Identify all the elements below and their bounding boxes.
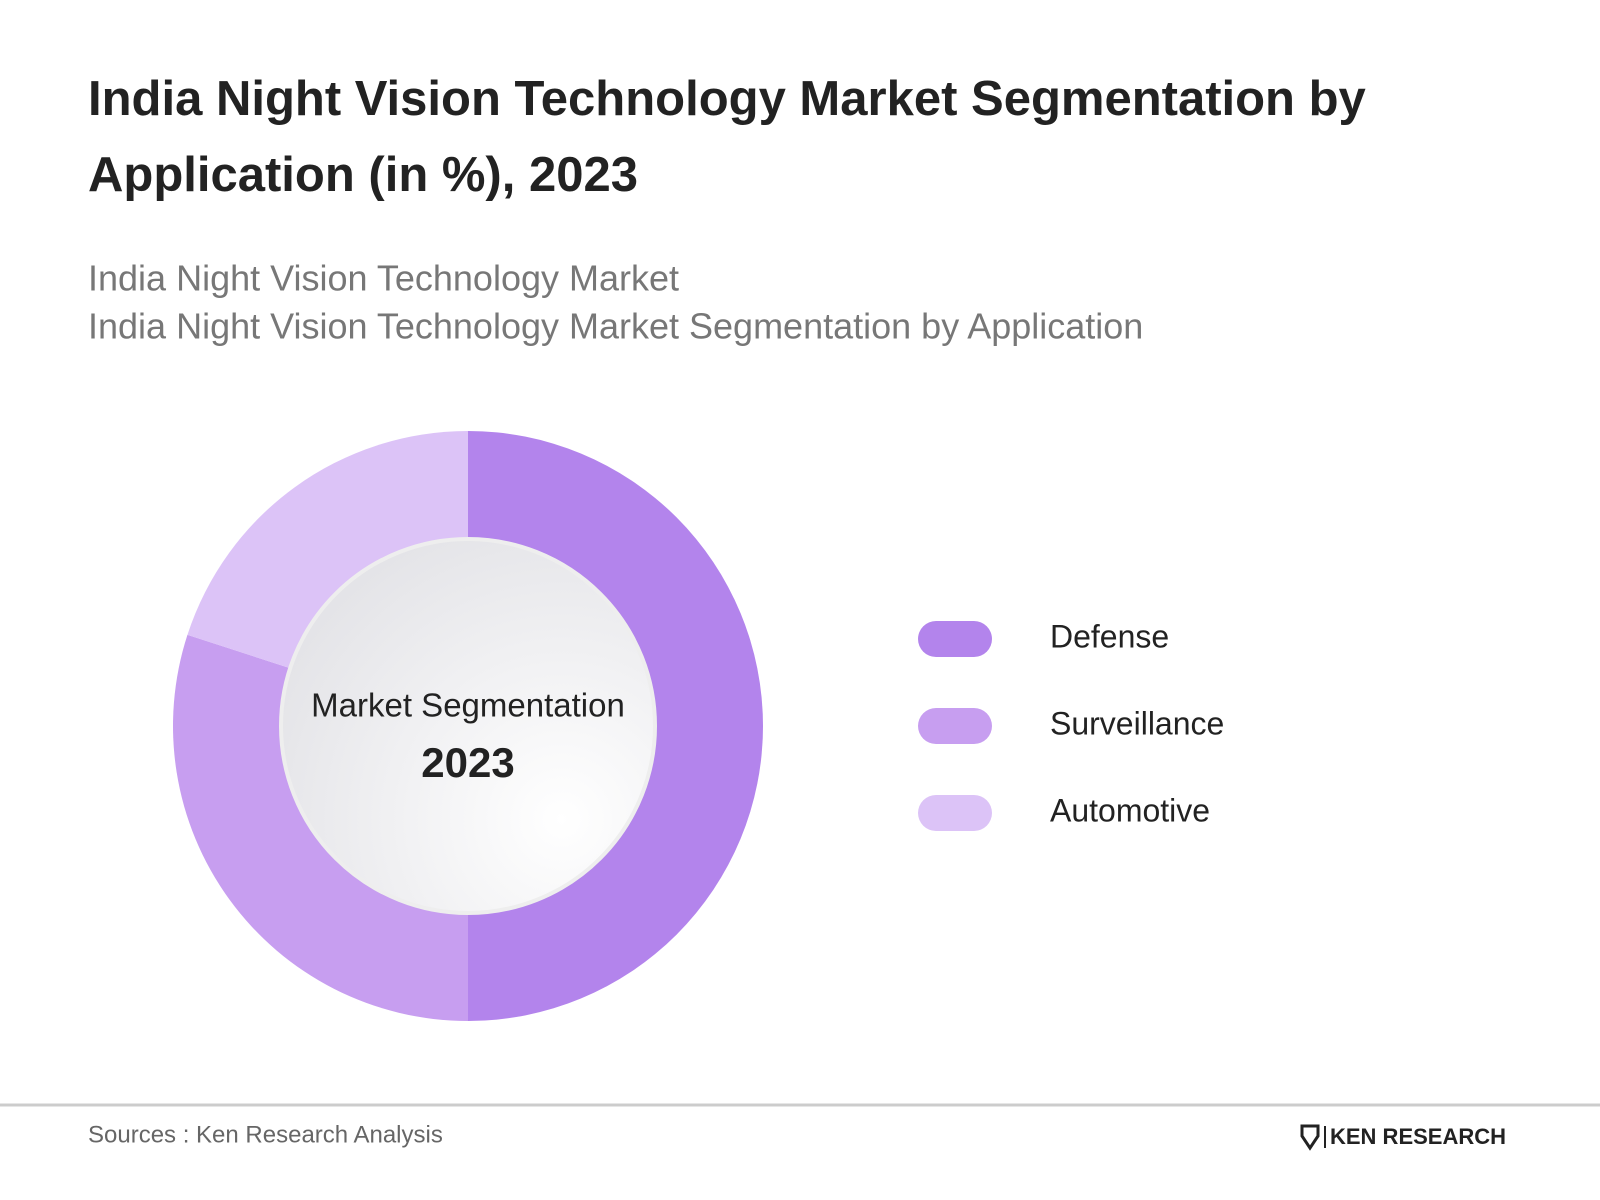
subtitle: India Night Vision Technology Market Seg… [88, 306, 1143, 347]
center-year: 2023 [421, 739, 514, 786]
legend-swatch [918, 795, 992, 831]
chart-title: India Night Vision Technology Market Seg… [88, 72, 1366, 202]
legend-swatch [918, 621, 992, 657]
legend-label: Defense [1050, 618, 1169, 654]
subtitle: India Night Vision Technology Market [88, 258, 679, 299]
donut-hole [279, 537, 657, 915]
center-label: Market Segmentation [311, 687, 625, 724]
logo: KEN RESEARCH [1300, 1124, 1506, 1151]
logo-text: KEN RESEARCH [1330, 1124, 1506, 1149]
legend-label: Automotive [1050, 792, 1210, 828]
legend-label: Surveillance [1050, 705, 1224, 741]
legend-swatch [918, 708, 992, 744]
logo-icon [1300, 1124, 1320, 1151]
source: Sources : Ken Research Analysis [88, 1121, 443, 1148]
